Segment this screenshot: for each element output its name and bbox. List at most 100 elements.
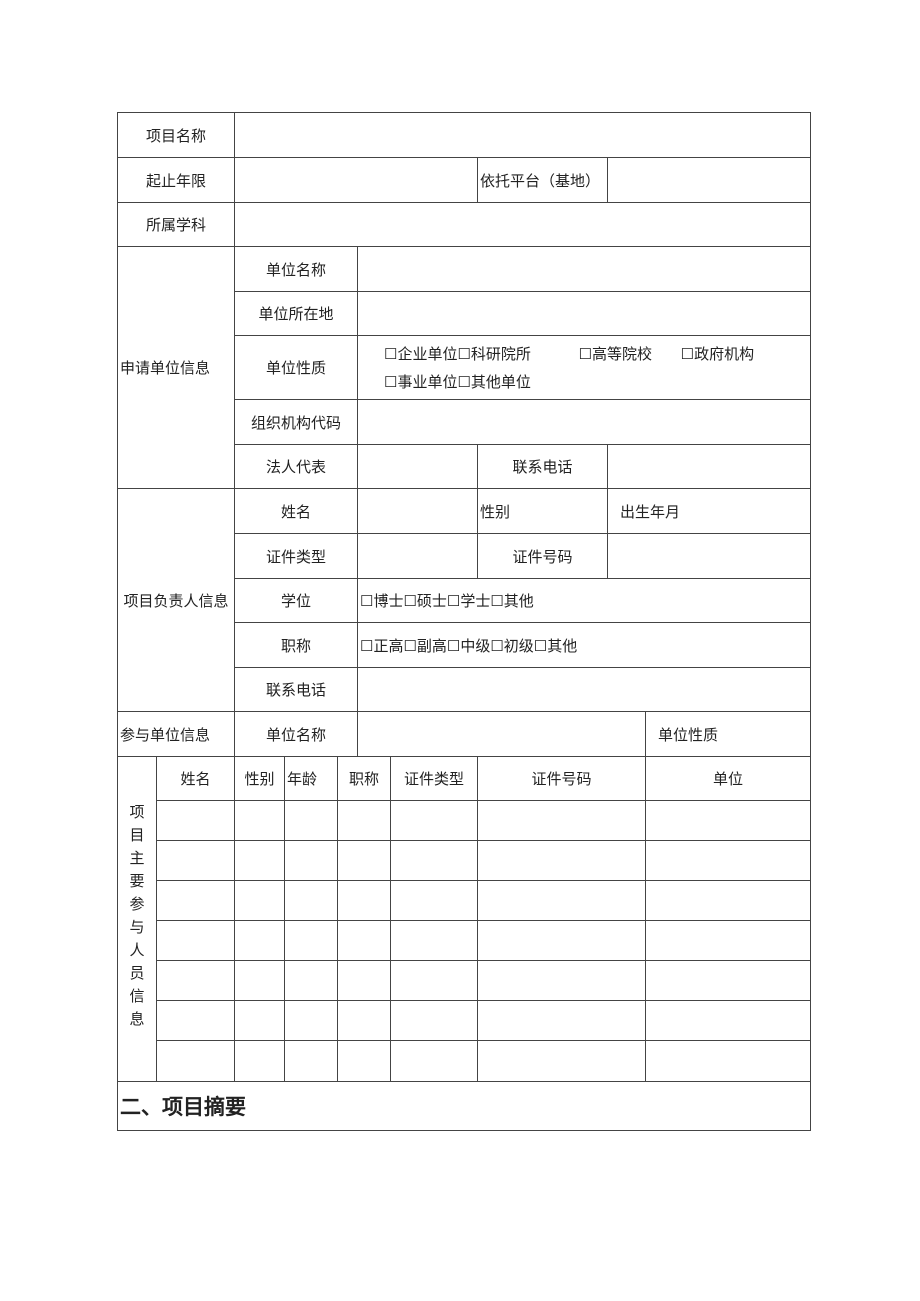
- applicant-phone-label: 联系电话: [477, 444, 608, 489]
- members-header-cell: 姓名: [156, 756, 235, 801]
- leader-phone-label: 联系电话: [234, 667, 358, 712]
- members-header-cell: 职称: [337, 756, 391, 801]
- applicant-org-code-field[interactable]: [357, 399, 811, 445]
- members-header-cell: 性别: [234, 756, 285, 801]
- period-label: 起止年限: [117, 157, 235, 203]
- members-cell[interactable]: [390, 1040, 478, 1082]
- members-cell[interactable]: [390, 920, 478, 961]
- members-cell[interactable]: [337, 840, 391, 881]
- members-cell[interactable]: [234, 920, 285, 961]
- discipline-label: 所属学科: [117, 202, 235, 247]
- members-cell[interactable]: [234, 1000, 285, 1041]
- members-cell[interactable]: [477, 800, 646, 841]
- members-cell[interactable]: [337, 880, 391, 921]
- applicant-nature-options[interactable]: ☐企业单位☐科研院所 ☐高等院校 ☐政府机构 ☐事业单位☐其他单位: [357, 335, 811, 400]
- members-cell[interactable]: [337, 1040, 391, 1082]
- applicant-section-label: 申请单位信息: [117, 246, 235, 489]
- applicant-unit-name-field[interactable]: [357, 246, 811, 292]
- members-cell[interactable]: [390, 960, 478, 1001]
- members-cell[interactable]: [337, 800, 391, 841]
- partner-nature-label: 单位性质: [645, 711, 811, 757]
- members-cell[interactable]: [284, 800, 338, 841]
- members-cell[interactable]: [477, 960, 646, 1001]
- members-cell[interactable]: [284, 960, 338, 1001]
- members-cell[interactable]: [234, 840, 285, 881]
- members-cell[interactable]: [390, 1000, 478, 1041]
- discipline-field[interactable]: [234, 202, 811, 247]
- leader-birth-label: 出生年月: [607, 488, 811, 534]
- nature-options-line1[interactable]: ☐企业单位☐科研院所 ☐高等院校 ☐政府机构: [384, 344, 755, 363]
- members-cell[interactable]: [156, 1040, 235, 1082]
- leader-title-options[interactable]: ☐正高☐副高☐中级☐初级☐其他: [357, 622, 811, 668]
- applicant-legal-rep-label: 法人代表: [234, 444, 358, 489]
- members-cell[interactable]: [234, 960, 285, 1001]
- members-cell[interactable]: [284, 840, 338, 881]
- members-header-cell: 证件类型: [390, 756, 478, 801]
- leader-id-type-field[interactable]: [357, 533, 478, 579]
- nature-options-line2[interactable]: ☐事业单位☐其他单位: [384, 372, 531, 391]
- members-cell[interactable]: [234, 800, 285, 841]
- members-cell[interactable]: [645, 1040, 811, 1082]
- project-name-label: 项目名称: [117, 112, 235, 158]
- leader-name-field[interactable]: [357, 488, 478, 534]
- applicant-org-code-label: 组织机构代码: [234, 399, 358, 445]
- members-cell[interactable]: [390, 800, 478, 841]
- members-cell[interactable]: [645, 1000, 811, 1041]
- members-cell[interactable]: [477, 1040, 646, 1082]
- leader-phone-field[interactable]: [357, 667, 811, 712]
- period-field[interactable]: [234, 157, 478, 203]
- members-cell[interactable]: [156, 840, 235, 881]
- leader-degree-label: 学位: [234, 578, 358, 623]
- members-section-label: 项目主要参与人员信息: [117, 756, 157, 1082]
- members-cell[interactable]: [284, 1040, 338, 1082]
- members-cell[interactable]: [284, 1000, 338, 1041]
- summary-heading: 二、项目摘要: [117, 1081, 811, 1131]
- applicant-location-field[interactable]: [357, 291, 811, 336]
- partner-unit-name-field[interactable]: [357, 711, 646, 757]
- leader-id-number-label: 证件号码: [477, 533, 608, 579]
- members-cell[interactable]: [477, 1000, 646, 1041]
- leader-section-label: 项目负责人信息: [117, 488, 235, 712]
- members-cell[interactable]: [234, 1040, 285, 1082]
- applicant-unit-name-label: 单位名称: [234, 246, 358, 292]
- members-cell[interactable]: [284, 880, 338, 921]
- members-cell[interactable]: [645, 920, 811, 961]
- partner-section-label: 参与单位信息: [117, 711, 235, 757]
- platform-field[interactable]: [607, 157, 811, 203]
- members-cell[interactable]: [156, 800, 235, 841]
- partner-unit-name-label: 单位名称: [234, 711, 358, 757]
- members-cell[interactable]: [645, 800, 811, 841]
- members-cell[interactable]: [156, 880, 235, 921]
- members-cell[interactable]: [645, 880, 811, 921]
- members-cell[interactable]: [156, 960, 235, 1001]
- members-header-cell: 证件号码: [477, 756, 646, 801]
- members-header-cell: 年龄: [284, 756, 338, 801]
- members-cell[interactable]: [337, 1000, 391, 1041]
- members-cell[interactable]: [284, 920, 338, 961]
- members-cell[interactable]: [477, 920, 646, 961]
- members-cell[interactable]: [477, 880, 646, 921]
- leader-degree-options[interactable]: ☐博士☐硕士☐学士☐其他: [357, 578, 811, 623]
- leader-id-number-field[interactable]: [607, 533, 811, 579]
- leader-id-type-label: 证件类型: [234, 533, 358, 579]
- leader-gender-label: 性别: [477, 488, 608, 534]
- members-cell[interactable]: [477, 840, 646, 881]
- members-cell[interactable]: [156, 1000, 235, 1041]
- members-cell[interactable]: [645, 840, 811, 881]
- members-cell[interactable]: [337, 920, 391, 961]
- applicant-phone-field[interactable]: [607, 444, 811, 489]
- project-name-field[interactable]: [234, 112, 811, 158]
- applicant-legal-rep-field[interactable]: [357, 444, 478, 489]
- members-cell[interactable]: [156, 920, 235, 961]
- applicant-location-label: 单位所在地: [234, 291, 358, 336]
- members-cell[interactable]: [234, 880, 285, 921]
- members-cell[interactable]: [390, 840, 478, 881]
- leader-title-label: 职称: [234, 622, 358, 668]
- members-cell[interactable]: [645, 960, 811, 1001]
- platform-label: 依托平台（基地）: [477, 157, 608, 203]
- members-cell[interactable]: [337, 960, 391, 1001]
- members-header-cell: 单位: [645, 756, 811, 801]
- members-cell[interactable]: [390, 880, 478, 921]
- leader-name-label: 姓名: [234, 488, 358, 534]
